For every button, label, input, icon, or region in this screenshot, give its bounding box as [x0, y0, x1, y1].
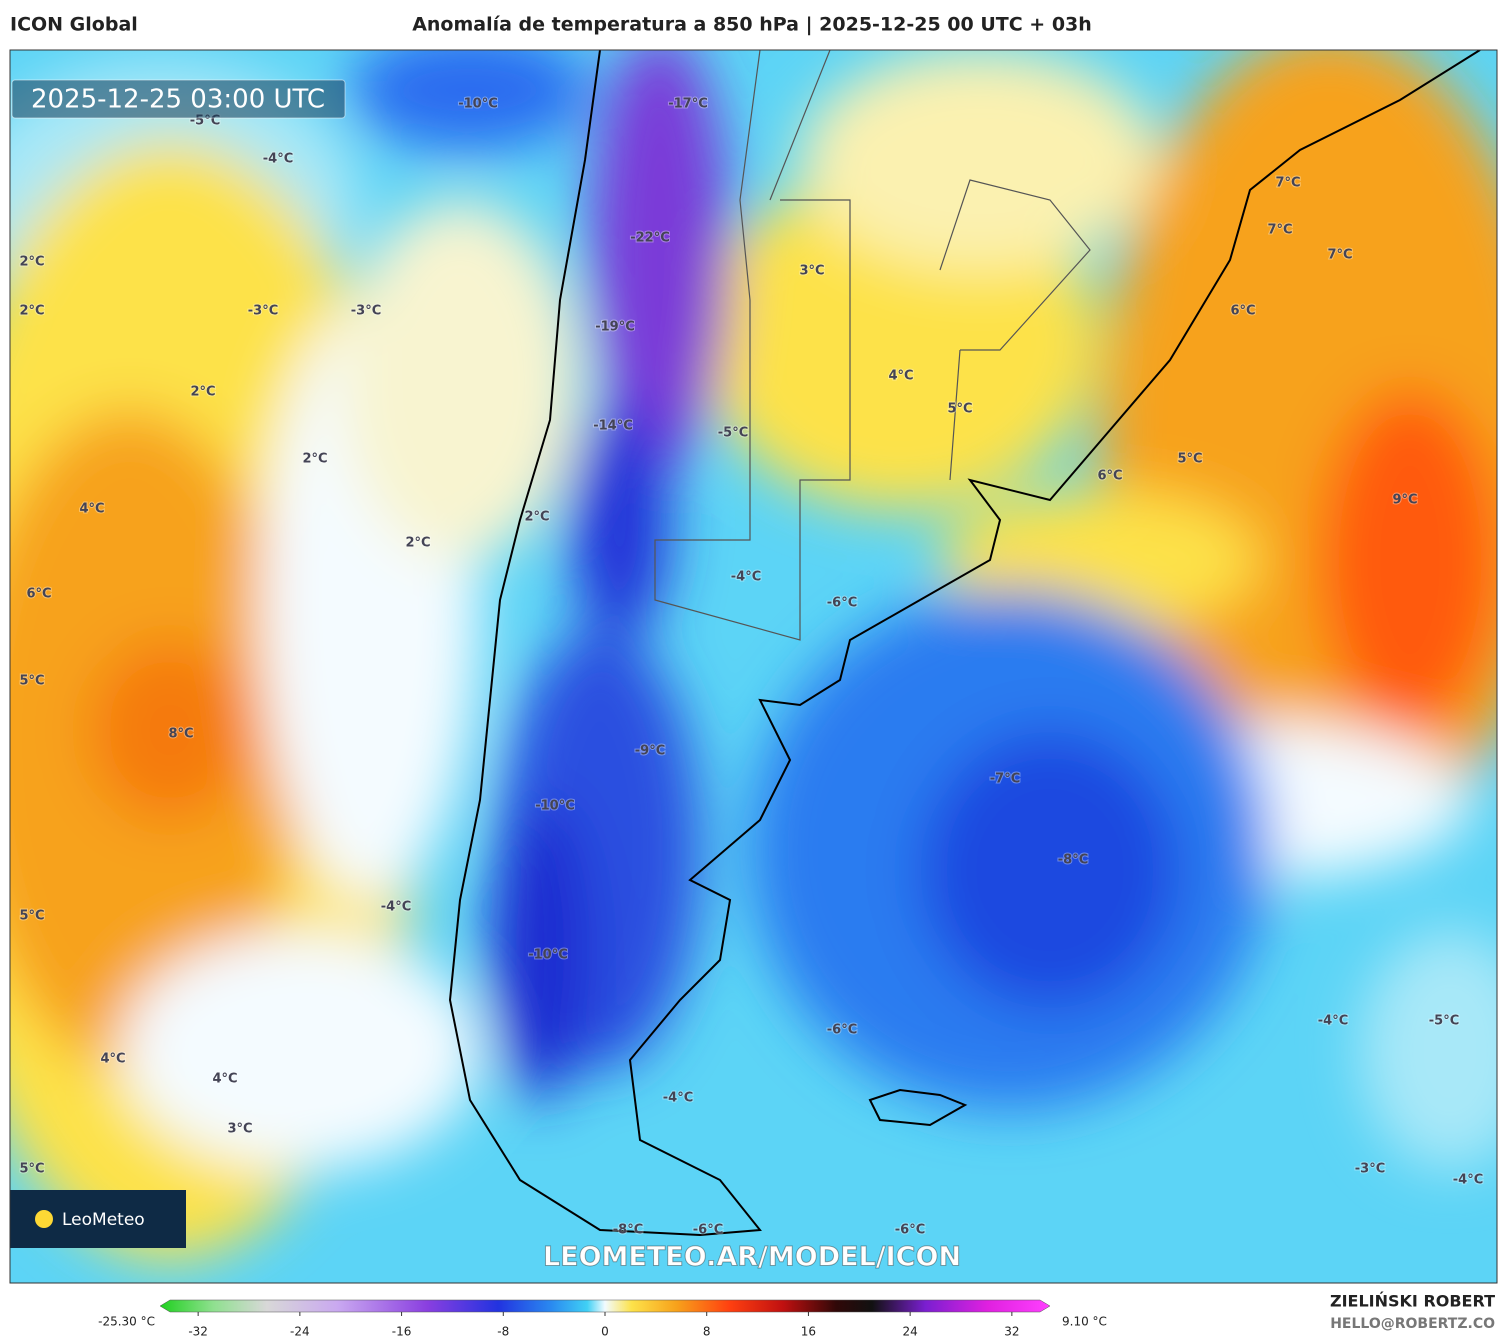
contour-label: 8°C	[168, 727, 193, 742]
contour-label: 7°C	[1275, 176, 1300, 191]
contour-label: -9°C	[635, 744, 665, 759]
contour-label: 4°C	[79, 502, 104, 517]
contour-label: -4°C	[1318, 1014, 1348, 1029]
colorbar-tick-label: 32	[1004, 1325, 1019, 1339]
map-field: -10°C -5°C -4°C -17°C -22°C 2°C 2°C -3°C…	[10, 50, 1497, 1283]
contour-label: -3°C	[351, 304, 381, 319]
contour-label: -6°C	[895, 1223, 925, 1238]
contour-label: -17°C	[668, 97, 708, 112]
colorbar	[159, 1299, 1051, 1313]
contour-label: 5°C	[1177, 452, 1202, 467]
colorbar-ticks: -32 -24 -16 -8 0 8 16 24 32	[188, 1312, 1019, 1339]
map-title: Anomalía de temperatura a 850 hPa | 2025…	[412, 14, 1092, 36]
contour-label: -5°C	[1429, 1014, 1459, 1029]
contour-label: 2°C	[19, 255, 44, 270]
colorbar-tick-label: -16	[392, 1325, 412, 1339]
contour-label: -14°C	[593, 419, 633, 434]
timestamp: 2025-12-25 03:00 UTC	[31, 85, 325, 115]
contour-label: 2°C	[405, 536, 430, 551]
colorbar-tick-label: -24	[290, 1325, 310, 1339]
contour-label: -10°C	[458, 97, 498, 112]
contour-label: -4°C	[731, 570, 761, 585]
watermark: LEOMETEO.AR/MODEL/ICON	[543, 1242, 961, 1273]
contour-label: -8°C	[613, 1223, 643, 1238]
colorbar-tick-label: -8	[497, 1325, 509, 1339]
contour-label: -3°C	[1355, 1162, 1385, 1177]
contour-label: -3°C	[248, 304, 278, 319]
colorbar-tick-label: 0	[601, 1325, 609, 1339]
contour-label: 3°C	[799, 264, 824, 279]
contour-label: 2°C	[302, 452, 327, 467]
contour-label: 5°C	[947, 402, 972, 417]
author: ZIELIŃSKI ROBERT	[1330, 1292, 1495, 1311]
contour-label: -4°C	[663, 1091, 693, 1106]
colorbar-tick-label: 16	[801, 1325, 816, 1339]
contour-label: 6°C	[1097, 469, 1122, 484]
colorbar-tick-label: -32	[188, 1325, 208, 1339]
email: HELLO@ROBERTZ.CO	[1330, 1316, 1495, 1332]
contour-label: 5°C	[19, 674, 44, 689]
contour-label: -19°C	[595, 320, 635, 335]
contour-label: -5°C	[718, 426, 748, 441]
logo-text: LeoMeteo	[62, 1210, 145, 1230]
contour-label: 6°C	[1230, 304, 1255, 319]
contour-label: -6°C	[827, 1023, 857, 1038]
contour-label: -4°C	[381, 900, 411, 915]
contour-label: 4°C	[888, 369, 913, 384]
timestamp-box	[11, 79, 346, 119]
logo-sun	[35, 1210, 53, 1228]
contour-label: 2°C	[19, 304, 44, 319]
contour-label: -8°C	[1058, 853, 1088, 868]
colorbar-tick-label: 8	[703, 1325, 711, 1339]
contour-label: -4°C	[263, 152, 293, 167]
contour-label: -10°C	[528, 948, 568, 963]
contour-label: 4°C	[212, 1072, 237, 1087]
contour-label: 3°C	[227, 1122, 252, 1137]
colorbar-tick-label: 24	[903, 1325, 918, 1339]
contour-label: -6°C	[693, 1223, 723, 1238]
map-frame	[9, 49, 1498, 1284]
contour-label: -4°C	[1453, 1173, 1483, 1188]
contour-label: -10°C	[535, 799, 575, 814]
contour-labels: -10°C -5°C -4°C -17°C -22°C 2°C 2°C -3°C…	[18, 96, 1484, 1239]
contour-label: 2°C	[524, 510, 549, 525]
contour-label: 5°C	[19, 909, 44, 924]
contour-label: 6°C	[26, 587, 51, 602]
contour-label: 9°C	[1392, 493, 1417, 508]
contour-label: 4°C	[100, 1052, 125, 1067]
contour-label: 2°C	[190, 385, 215, 400]
contour-label: 7°C	[1327, 248, 1352, 263]
contour-label: 5°C	[19, 1162, 44, 1177]
contour-label: -7°C	[990, 772, 1020, 787]
contour-label: -6°C	[827, 596, 857, 611]
colorbar-min: -25.30 °C	[98, 1315, 155, 1329]
model-name: ICON Global	[10, 14, 138, 36]
contour-label: -22°C	[630, 231, 670, 246]
contour-label: 7°C	[1267, 223, 1292, 238]
colorbar-max: 9.10 °C	[1062, 1315, 1107, 1329]
